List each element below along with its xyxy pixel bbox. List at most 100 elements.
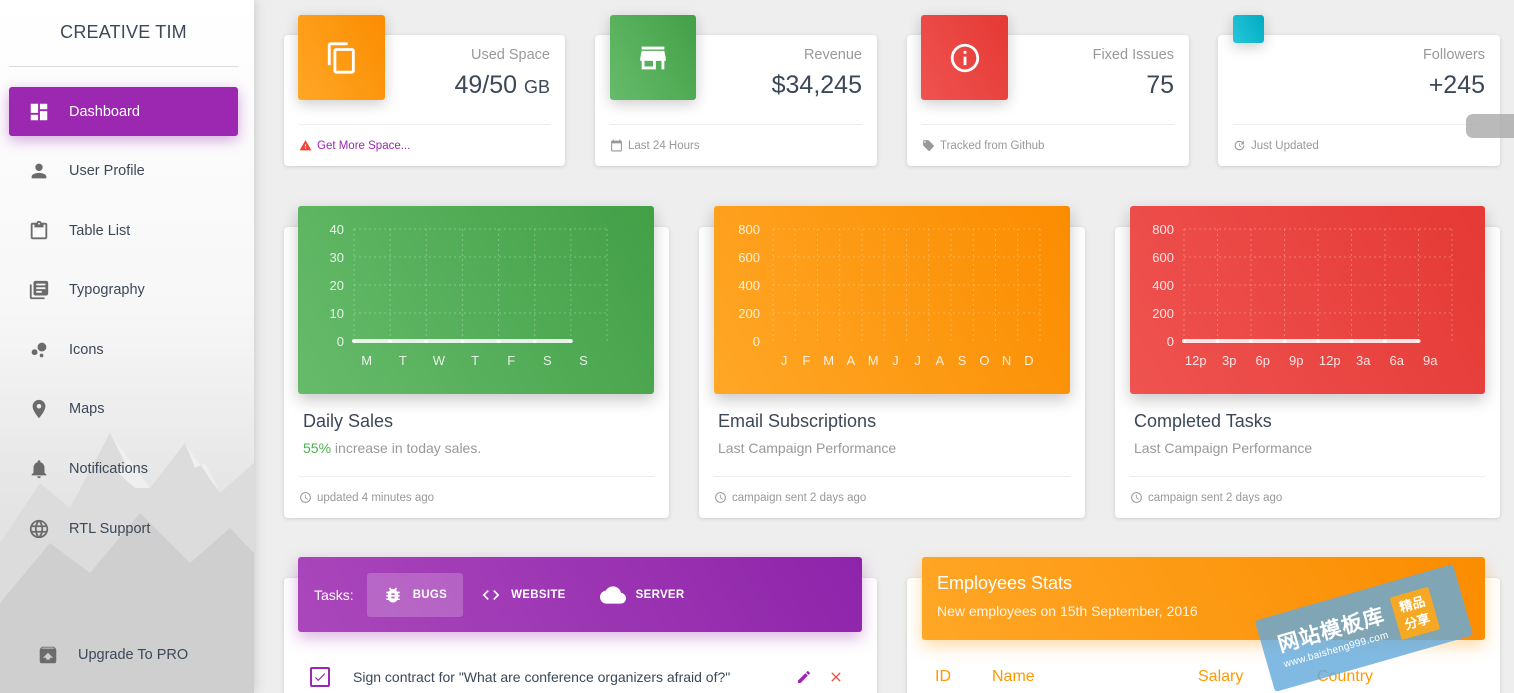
stat-footer: Tracked from Github bbox=[922, 124, 1174, 166]
tab-label: BUGS bbox=[412, 588, 448, 601]
series-point bbox=[568, 339, 573, 343]
series-point bbox=[1182, 339, 1186, 343]
x-tick-label: S bbox=[543, 353, 552, 368]
sidebar-item-table-list[interactable]: Table List bbox=[9, 206, 238, 255]
sidebar-item-label: Icons bbox=[69, 341, 104, 358]
y-tick-label: 400 bbox=[738, 278, 760, 293]
clock-icon bbox=[300, 492, 311, 503]
tab-bugs[interactable]: BUGS bbox=[366, 572, 464, 617]
series-point bbox=[1215, 339, 1220, 343]
sidebar-item-label: User Profile bbox=[69, 163, 145, 180]
globe-icon bbox=[27, 517, 51, 541]
tab-server[interactable]: SERVER bbox=[584, 573, 701, 617]
clock-icon bbox=[1131, 492, 1142, 503]
sidebar-item-typography[interactable]: Typography bbox=[9, 266, 238, 315]
chart-title: Daily Sales bbox=[303, 411, 394, 431]
bug-icon bbox=[386, 587, 400, 602]
x-tick-label: 12p bbox=[1319, 353, 1341, 368]
sidebar-item-label: RTL Support bbox=[69, 520, 151, 537]
close-icon[interactable] bbox=[828, 669, 844, 685]
sidebar-item-label: Maps bbox=[69, 401, 105, 418]
tab-label: WEBSITE bbox=[511, 588, 566, 601]
x-tick-label: J bbox=[914, 353, 921, 368]
fixed-issues-badge bbox=[921, 15, 1008, 100]
get-more-space-link[interactable]: Get More Space... bbox=[317, 139, 411, 152]
series-point bbox=[460, 339, 465, 343]
sidebar-background-image bbox=[0, 433, 254, 693]
sidebar-logo[interactable]: CREATIVE TIM bbox=[9, 0, 238, 67]
x-tick-label: W bbox=[433, 353, 446, 368]
chart-footer-text: campaign sent 2 days ago bbox=[1148, 491, 1283, 504]
stat-value: 49/50 GB bbox=[454, 71, 550, 99]
employees-table-header: ID Name Salary Country bbox=[0, 668, 1514, 688]
clipboard-icon bbox=[27, 219, 51, 243]
email-subscriptions-chart: 800 600 400 200 0 J F M A M J J A S O N D bbox=[714, 206, 1070, 394]
x-tick-label: N bbox=[1002, 353, 1011, 368]
task-row: Sign contract for "What are conference o… bbox=[310, 664, 850, 690]
x-tick-label: T bbox=[471, 353, 479, 368]
column-header-salary: Salary bbox=[1198, 668, 1244, 685]
stat-category: Used Space bbox=[471, 47, 550, 63]
series-point bbox=[388, 339, 393, 343]
x-tick-label: A bbox=[847, 353, 856, 368]
sidebar-item-icons[interactable]: Icons bbox=[9, 325, 238, 374]
sidebar-item-label: Typography bbox=[69, 282, 145, 299]
sidebar-item-label: Table List bbox=[69, 222, 131, 239]
x-tick-label: 3a bbox=[1356, 353, 1371, 368]
sidebar-item-label: Notifications bbox=[69, 461, 148, 478]
stat-category: Fixed Issues bbox=[1092, 47, 1174, 63]
series-point bbox=[1416, 339, 1421, 343]
clock-icon bbox=[715, 492, 726, 503]
y-tick-label: 0 bbox=[337, 334, 344, 349]
tasks-header: Tasks: BUGS WEBSITE SERVER bbox=[298, 557, 862, 632]
sidebar-item-maps[interactable]: Maps bbox=[9, 385, 238, 434]
store-icon bbox=[640, 46, 666, 69]
x-tick-label: 6a bbox=[1389, 353, 1404, 368]
stat-value: 75 bbox=[1146, 71, 1174, 99]
sidebar-item-rtl-support[interactable]: RTL Support bbox=[9, 504, 238, 553]
tasks-label: Tasks: bbox=[314, 586, 354, 603]
completed-tasks-chart: 800 600 400 200 0 12p 3p 6p 9p 12p 3a 6a 9a bbox=[1130, 206, 1485, 394]
sidebar-item-upgrade[interactable]: Upgrade To PRO bbox=[18, 630, 247, 679]
x-tick-label: F bbox=[507, 353, 515, 368]
task-checkbox[interactable] bbox=[310, 667, 330, 687]
sidebar-item-user-profile[interactable]: User Profile bbox=[9, 147, 238, 196]
edit-icon[interactable] bbox=[796, 669, 812, 685]
sidebar-item-label: Upgrade To PRO bbox=[78, 646, 189, 663]
fixed-plugin-toggle[interactable] bbox=[1466, 114, 1514, 138]
used-space-badge bbox=[298, 15, 385, 100]
series-point bbox=[496, 339, 501, 343]
column-header-name: Name bbox=[992, 668, 1035, 685]
series-point bbox=[1282, 339, 1287, 343]
task-text: Sign contract for "What are conference o… bbox=[353, 669, 731, 685]
chart-subtitle: Last Campaign Performance bbox=[1134, 440, 1313, 456]
stat-footer: Get More Space... bbox=[299, 124, 550, 166]
revenue-badge bbox=[610, 15, 696, 100]
sidebar-item-notifications[interactable]: Notifications bbox=[9, 445, 238, 494]
stat-footer: Just Updated bbox=[1233, 124, 1485, 166]
followers-badge bbox=[1233, 15, 1264, 43]
cloud-icon bbox=[599, 585, 626, 604]
employees-title: Employees Stats bbox=[937, 573, 1073, 593]
tab-website[interactable]: WEBSITE bbox=[465, 573, 582, 617]
sidebar-item-dashboard[interactable]: Dashboard bbox=[9, 87, 238, 136]
sidebar: CREATIVE TIM Dashboard User Profile Tabl… bbox=[0, 0, 254, 693]
x-tick-label: 12p bbox=[1185, 353, 1207, 368]
x-tick-label: A bbox=[936, 353, 945, 368]
update-icon bbox=[1234, 140, 1245, 151]
series-point bbox=[1383, 339, 1387, 343]
series-point bbox=[532, 339, 537, 343]
stat-value: $34,245 bbox=[771, 71, 862, 99]
x-tick-label: M bbox=[361, 353, 372, 368]
x-tick-label: 6p bbox=[1255, 353, 1269, 368]
person-icon bbox=[27, 159, 51, 183]
y-tick-label: 200 bbox=[738, 306, 760, 321]
x-tick-label: 9p bbox=[1289, 353, 1303, 368]
daily-sales-chart-svg: 40 30 20 10 0 M T W T F S S bbox=[330, 222, 608, 368]
watermark-badge: 精品 分享 bbox=[1389, 586, 1441, 641]
bubble-chart-icon bbox=[27, 338, 51, 362]
stat-category: Followers bbox=[1422, 47, 1485, 63]
stat-footer: Last 24 Hours bbox=[610, 124, 862, 166]
task-actions bbox=[796, 669, 844, 685]
